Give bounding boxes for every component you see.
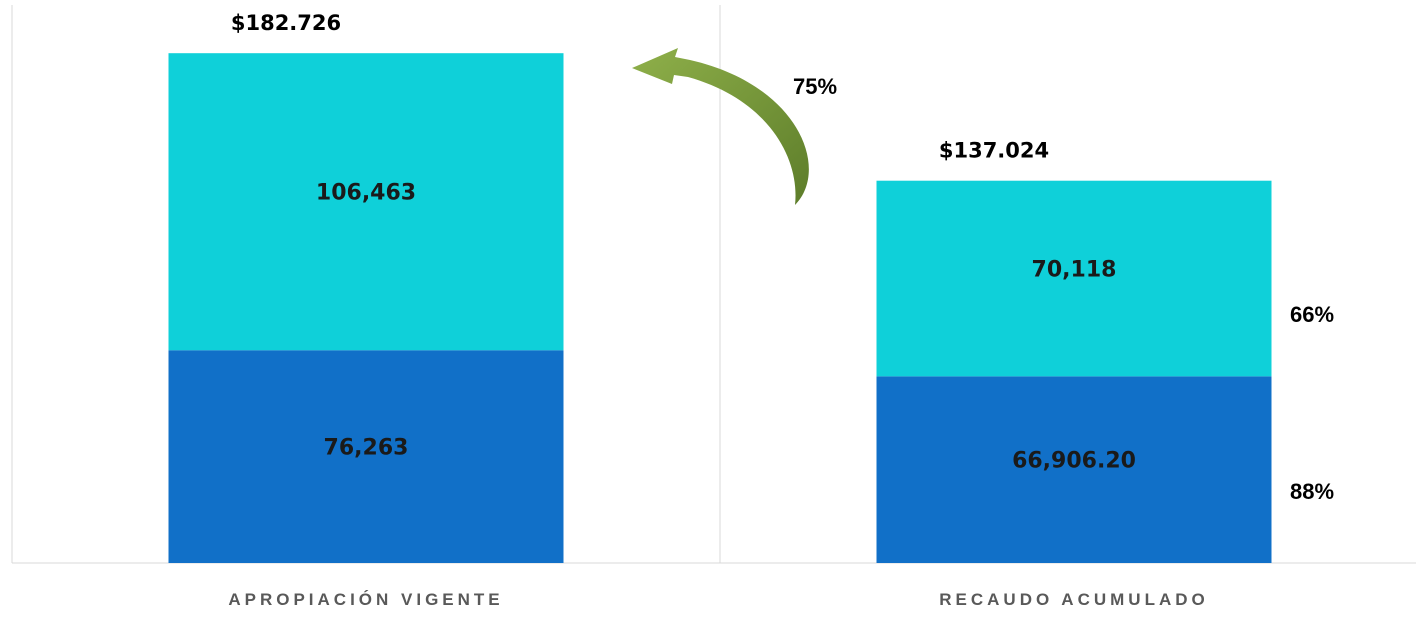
bar-segment <box>876 376 1272 563</box>
total-label: $137.024 <box>939 139 1049 163</box>
annotation: 88% <box>1290 479 1334 504</box>
bar-segment <box>876 180 1272 377</box>
total-label: $182.726 <box>231 11 341 35</box>
arrow <box>632 48 809 205</box>
annotation: 75% <box>793 74 837 99</box>
bar-segment <box>168 53 564 351</box>
value-label: 70,118 <box>1032 258 1117 283</box>
value-label: 66,906.20 <box>1012 449 1136 474</box>
annotation: 66% <box>1290 302 1334 327</box>
value-label: 106,463 <box>316 181 416 206</box>
x-tick-label: RECAUDO ACUMULADO <box>939 590 1209 609</box>
bar-segment <box>168 350 564 563</box>
value-label: 76,263 <box>324 436 409 461</box>
x-tick-label: APROPIACIÓN VIGENTE <box>228 590 504 609</box>
